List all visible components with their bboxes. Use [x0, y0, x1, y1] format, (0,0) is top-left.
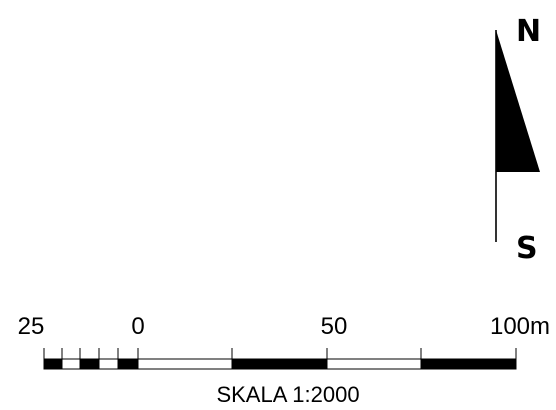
scale-segment-dark [117, 358, 139, 370]
scale-bar-ticks [43, 348, 517, 359]
north-arrow-head [496, 30, 540, 172]
scale-tick-label-0: 0 [131, 313, 144, 340]
scale-segment-light [137, 358, 233, 370]
scale-segment-dark [420, 358, 517, 370]
scale-caption: SKALA 1:2000 [216, 382, 359, 407]
scale-segment-dark [231, 358, 328, 370]
north-arrow: N S [495, 14, 541, 266]
scale-segment-dark [79, 358, 100, 370]
north-label: N [516, 14, 541, 49]
south-label: S [516, 231, 538, 266]
scale-tick-label-100m: 100m [490, 313, 550, 340]
scale-bar-segments [43, 358, 517, 370]
scale-tick-label-25: 25 [18, 313, 45, 340]
scale-segment-light [61, 358, 81, 370]
scale-segment-dark [43, 358, 63, 370]
scale-segment-light [326, 358, 422, 370]
scale-segment-light [98, 358, 119, 370]
scale-bar: 25 0 50 100m SKALA 1:2000 [18, 313, 550, 407]
scale-tick-label-50: 50 [321, 313, 348, 340]
